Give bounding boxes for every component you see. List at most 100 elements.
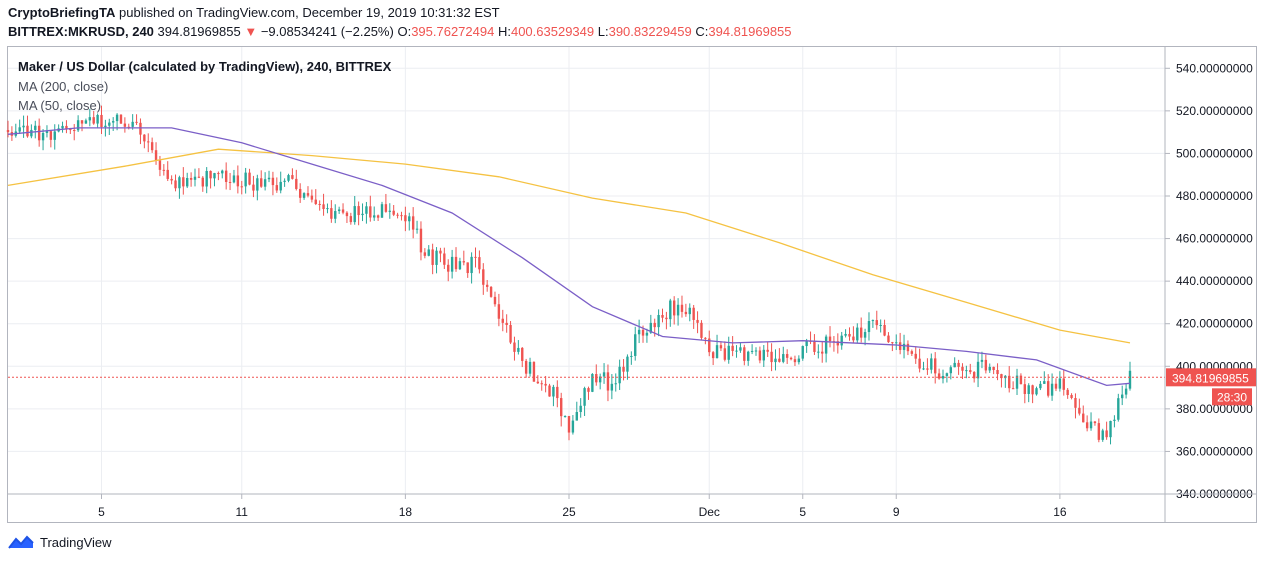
ohlc-info: BITTREX:MKRUSD, 240 394.81969855 ▼ −9.08…	[8, 24, 792, 39]
tradingview-logo[interactable]: TradingView	[8, 534, 112, 550]
high-label: H:	[497, 24, 511, 39]
candle-body	[1109, 420, 1112, 438]
y-tick-label: 380.00000000	[1176, 402, 1253, 416]
candle-body	[836, 341, 840, 346]
candle-body	[271, 177, 275, 186]
candle-body	[972, 372, 976, 379]
candle-body	[778, 358, 781, 362]
candle-body	[540, 383, 543, 385]
candle-body	[524, 360, 528, 374]
chart-frame[interactable]	[7, 46, 1257, 523]
candle-body	[189, 178, 193, 180]
candle-body	[197, 176, 201, 178]
candle-body	[84, 120, 88, 124]
candle-body	[1046, 381, 1050, 396]
candle-body	[306, 193, 310, 196]
candle-body	[283, 180, 286, 182]
candle-body	[322, 204, 325, 210]
candle-body	[563, 416, 567, 418]
candle-body	[856, 327, 859, 341]
x-tick-label: 25	[562, 505, 576, 519]
candle-body	[330, 208, 333, 219]
candle-body	[715, 345, 719, 359]
candle-body	[887, 335, 890, 343]
candle-body	[252, 184, 255, 191]
candle-body	[310, 195, 314, 200]
candle-body	[302, 193, 306, 198]
candle-body	[622, 366, 625, 372]
candle-body	[205, 170, 208, 187]
candle-body	[1074, 398, 1077, 408]
close-value: 394.81969855	[708, 24, 792, 39]
candle-body	[170, 178, 173, 181]
candle-body	[672, 300, 676, 316]
candle-body	[1085, 422, 1089, 429]
y-tick-label: 460.00000000	[1176, 232, 1253, 246]
price-change: −9.08534241 (−2.25%)	[260, 24, 394, 39]
candle-body	[1035, 388, 1038, 395]
candle-body	[595, 374, 598, 383]
candle-body	[692, 307, 695, 320]
candle-body	[1101, 430, 1104, 440]
candle-body	[221, 170, 224, 174]
candle-body	[357, 206, 360, 216]
last-price: 394.81969855	[157, 24, 241, 39]
candle-body	[178, 177, 181, 189]
candle-body	[941, 375, 945, 379]
candle-body	[88, 117, 92, 121]
candle-body	[560, 398, 563, 417]
candle-body	[123, 123, 127, 127]
candle-body	[240, 186, 243, 188]
candle-body	[139, 122, 142, 135]
last-price-badge	[1166, 368, 1256, 387]
candle-body	[186, 178, 189, 187]
candle-body	[739, 347, 742, 351]
candle-body	[789, 357, 793, 360]
x-tick-label: 9	[893, 505, 900, 519]
candle-body	[801, 346, 804, 359]
candle-body	[723, 348, 727, 360]
candle-body	[1039, 383, 1042, 389]
ma50-legend[interactable]: MA (50, close)	[18, 98, 102, 113]
ma200-legend[interactable]: MA (200, close)	[18, 79, 109, 94]
x-tick-label: 5	[98, 505, 105, 519]
candle-body	[1043, 381, 1046, 384]
candle-body	[614, 383, 617, 385]
candle-body	[482, 269, 485, 285]
candle-body	[774, 358, 777, 363]
candle-body	[934, 358, 937, 374]
candle-body	[626, 356, 629, 372]
candle-body	[435, 250, 438, 265]
candle-body	[1050, 383, 1054, 396]
last-price-label: 394.81969855	[1172, 371, 1249, 385]
candle-body	[361, 213, 364, 216]
candle-body	[1019, 375, 1023, 385]
candle-body	[427, 249, 430, 256]
x-tick-label: 5	[799, 505, 806, 519]
candle-body	[131, 121, 134, 127]
ma200-line	[7, 148, 1131, 344]
candle-body	[291, 175, 294, 179]
candle-body	[287, 175, 290, 181]
candle-body	[700, 322, 703, 338]
candle-body	[556, 386, 559, 399]
y-tick-label: 540.00000000	[1176, 61, 1253, 75]
candle-body	[988, 366, 991, 371]
candle-body	[263, 179, 267, 187]
candle-body	[135, 121, 138, 123]
candle-body	[388, 210, 391, 212]
published-text: published on TradingView.com, December 1…	[119, 5, 500, 20]
candle-body	[209, 170, 212, 179]
candle-body	[930, 358, 933, 370]
candle-body	[365, 206, 368, 214]
candle-body	[279, 181, 282, 191]
x-tick-label: 16	[1053, 505, 1067, 519]
candle-body	[443, 253, 446, 265]
candle-body	[267, 177, 271, 180]
candle-body	[610, 383, 614, 391]
candle-body	[236, 175, 240, 187]
candle-body	[45, 131, 49, 133]
candle-body	[521, 347, 524, 361]
candle-body	[295, 178, 298, 189]
